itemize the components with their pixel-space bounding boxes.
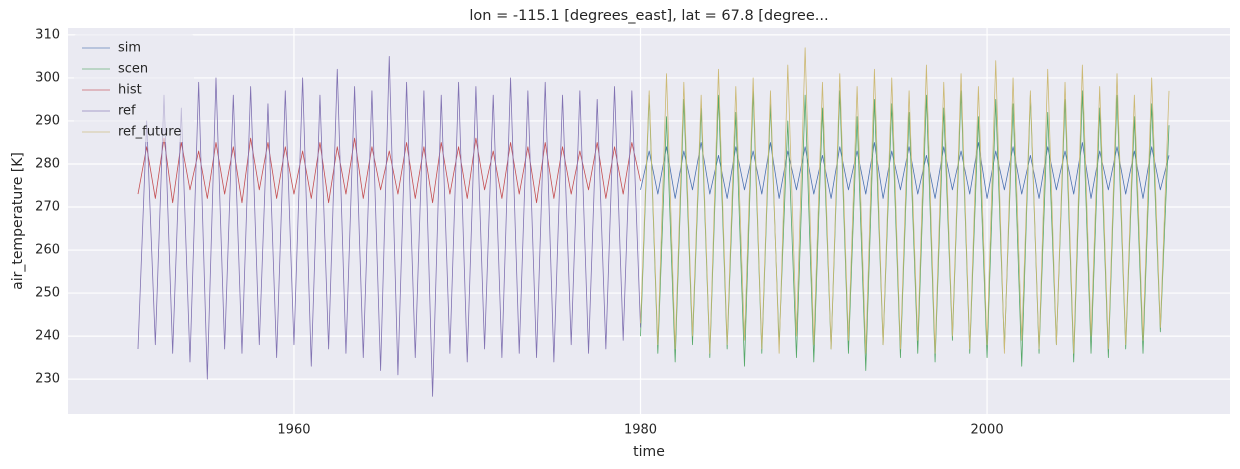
- series-line: [640, 142, 1170, 199]
- y-axis-label: air_temperature [K]: [10, 152, 26, 290]
- y-tick-label: 270: [35, 200, 60, 215]
- legend-label: scen: [118, 62, 148, 77]
- series-line: [137, 56, 641, 397]
- series-line: [640, 47, 1170, 354]
- legend-box: [74, 34, 194, 142]
- legend-label: ref_future: [118, 125, 181, 140]
- x-axis-label: time: [633, 444, 665, 460]
- y-tick-label: 310: [35, 27, 60, 42]
- legend-label: hist: [118, 83, 142, 98]
- x-tick-label: 1980: [624, 423, 657, 438]
- y-tick-label: 260: [35, 243, 60, 258]
- y-tick-label: 230: [35, 372, 60, 387]
- y-tick-label: 290: [35, 113, 60, 128]
- legend-label: sim: [118, 41, 141, 56]
- y-tick-label: 280: [35, 156, 60, 171]
- y-tick-label: 240: [35, 329, 60, 344]
- x-tick-label: 2000: [971, 423, 1004, 438]
- y-tick-label: 250: [35, 286, 60, 301]
- y-tick-label: 300: [35, 70, 60, 85]
- x-tick-label: 1960: [277, 423, 310, 438]
- legend-label: ref: [118, 104, 136, 119]
- chart-title: lon = -115.1 [degrees_east], lat = 67.8 …: [469, 8, 828, 24]
- series-line: [137, 137, 641, 204]
- plot-area: [68, 28, 1230, 414]
